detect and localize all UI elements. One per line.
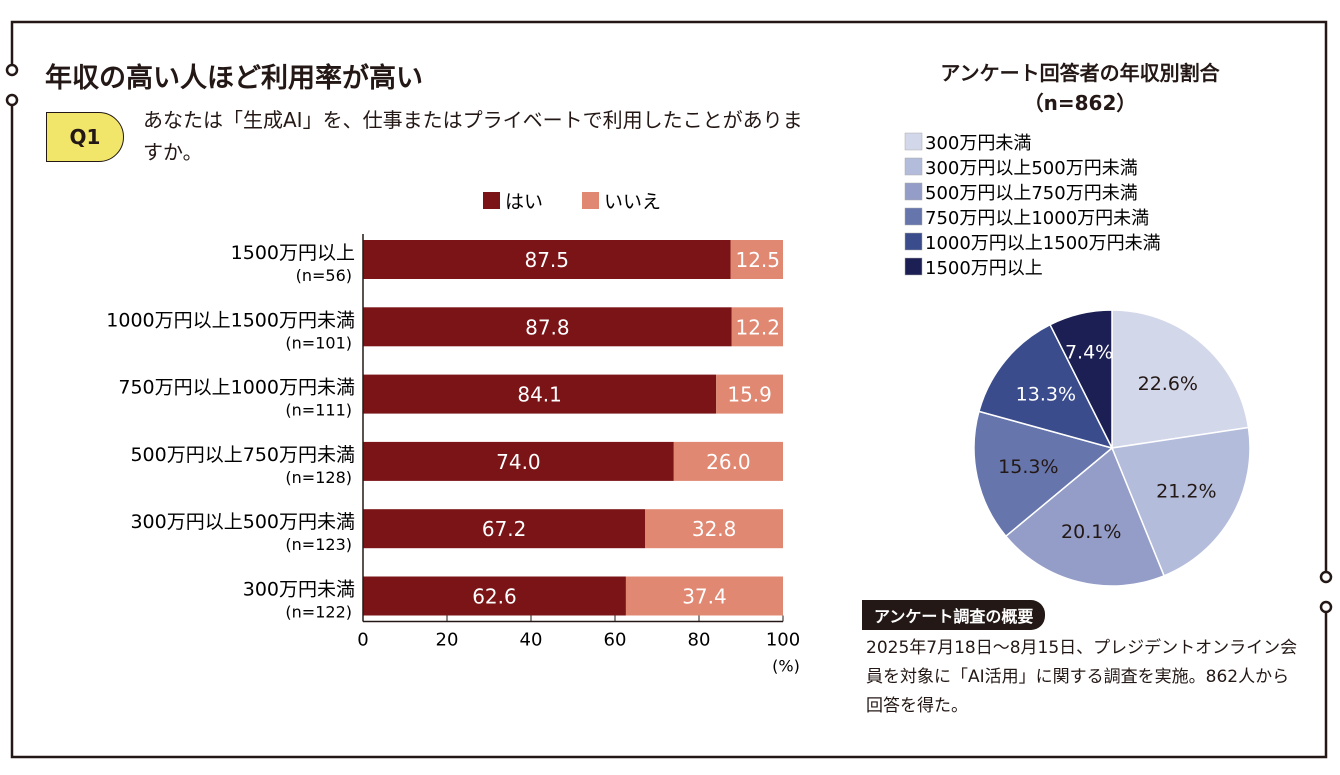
bar-segment <box>625 576 783 616</box>
category-label: 1000万円以上1500万円未満 <box>106 309 355 331</box>
pie-chart: 300万円未満 300万円以上500万円未満 500万円以上750万円未満 750万円… <box>904 132 1251 587</box>
category-n: (n=128) <box>285 468 352 487</box>
question-badge: Q1 <box>46 112 124 162</box>
note-text: 2025年7月18日～8月15日、プレジデントオンライン会員を対象に「AI活用」… <box>866 638 1298 716</box>
bar-segment <box>645 509 783 549</box>
pie-title-block: アンケート回答者の年収別割合 （n=862） <box>880 58 1280 118</box>
slice-label: 7.4% <box>1065 341 1113 363</box>
category-label: 750万円以上1000万円未満 <box>118 377 355 399</box>
pie-subtitle: （n=862） <box>1023 91 1137 115</box>
note-title: アンケート調査の概要 <box>862 600 1046 630</box>
legend-swatch <box>582 192 599 209</box>
bar-segment <box>363 509 646 549</box>
bar-segment <box>363 307 732 347</box>
x-tick-label: 40 <box>520 630 543 651</box>
slice-label: 21.2% <box>1156 480 1216 502</box>
pie-title: アンケート回答者の年収別割合 <box>940 61 1220 85</box>
data-label: 74.0 <box>496 450 541 474</box>
bar-segment <box>716 374 783 414</box>
bar-segment <box>363 240 731 279</box>
pie-slice <box>973 410 1114 538</box>
x-tick-label: 100 <box>766 630 800 651</box>
data-label: 12.5 <box>735 248 780 272</box>
bar-segment <box>730 240 783 279</box>
category-n: (n=122) <box>285 603 352 622</box>
category-label: 300万円以上500万円未満 <box>130 511 355 533</box>
pie-slice <box>1111 309 1250 449</box>
bar-segment <box>363 576 626 616</box>
category-n: (n=111) <box>285 401 352 420</box>
legend-label: いいえ <box>604 191 661 213</box>
bar-segment <box>363 374 717 414</box>
data-label: 67.2 <box>482 517 527 541</box>
legend-swatch <box>483 192 500 209</box>
category-n: (n=56) <box>296 266 352 285</box>
x-unit: (%) <box>772 657 800 676</box>
data-label: 37.4 <box>682 585 727 609</box>
legend-label: はい <box>505 191 543 213</box>
slice-label: 15.3% <box>998 456 1058 478</box>
data-label: 12.2 <box>735 315 780 339</box>
slice-label: 13.3% <box>1016 384 1076 406</box>
legend-swatch <box>904 232 923 251</box>
data-label: 87.5 <box>524 248 569 272</box>
legend-swatch <box>904 207 923 226</box>
bar-segment <box>731 307 783 347</box>
legend-swatch <box>904 157 923 176</box>
legend-label: 500万円以上750万円未満 <box>925 183 1138 204</box>
pie-slice <box>1004 446 1166 587</box>
bar-segment <box>673 441 783 481</box>
question-text: あなたは「生成AI」を、仕事またはプライベートで利用したことがありますか。 <box>143 108 803 164</box>
category-n: (n=123) <box>285 535 352 554</box>
legend-swatch <box>904 132 923 151</box>
x-tick-label: 60 <box>604 630 627 651</box>
category-label: 300万円未満 <box>243 579 355 601</box>
legend-label: 1000万円以上1500万円未満 <box>925 233 1161 254</box>
data-label: 62.6 <box>472 585 517 609</box>
pie-slice <box>1049 309 1113 449</box>
bar-chart: はい いいえ 87.5 12.5 1500万円以上 (n=56) 87.8 12.2 1000万… <box>106 191 800 676</box>
pie-slice <box>1110 426 1251 577</box>
x-tick-label: 20 <box>436 630 459 651</box>
legend-label: 300万円未満 <box>925 133 1031 154</box>
slice-label: 20.1% <box>1061 521 1121 543</box>
pie-slice <box>978 323 1114 450</box>
slice-label: 22.6% <box>1138 373 1198 395</box>
data-label: 26.0 <box>706 450 751 474</box>
data-label: 32.8 <box>692 517 737 541</box>
category-n: (n=101) <box>285 333 352 352</box>
data-label: 15.9 <box>727 383 772 407</box>
legend-label: 300万円以上500万円未満 <box>925 158 1138 179</box>
x-tick-label: 80 <box>688 630 711 651</box>
legend-label: 1500万円以上 <box>925 258 1043 279</box>
page-title: 年収の高い人ほど利用率が高い <box>45 63 423 94</box>
category-label: 500万円以上750万円未満 <box>130 444 355 466</box>
category-label: 1500万円以上 <box>231 242 355 264</box>
legend-swatch <box>904 257 923 276</box>
bar-segment <box>363 441 674 481</box>
data-label: 84.1 <box>517 383 562 407</box>
legend-label: 750万円以上1000万円未満 <box>925 208 1149 229</box>
legend-swatch <box>904 182 923 201</box>
x-tick-label: 0 <box>357 630 368 651</box>
data-label: 87.8 <box>525 315 570 339</box>
